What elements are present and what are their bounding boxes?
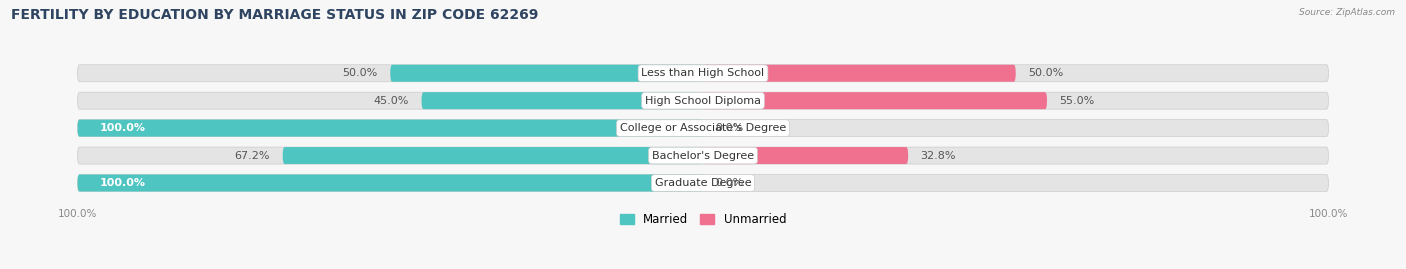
FancyBboxPatch shape — [422, 92, 703, 109]
Text: 100.0%: 100.0% — [100, 178, 145, 188]
Text: 50.0%: 50.0% — [1028, 68, 1063, 78]
FancyBboxPatch shape — [77, 92, 1329, 109]
FancyBboxPatch shape — [391, 65, 703, 82]
FancyBboxPatch shape — [77, 147, 1329, 164]
Text: 32.8%: 32.8% — [921, 151, 956, 161]
Text: 0.0%: 0.0% — [716, 178, 744, 188]
Text: 55.0%: 55.0% — [1060, 96, 1095, 106]
Text: 0.0%: 0.0% — [716, 123, 744, 133]
Text: College or Associate's Degree: College or Associate's Degree — [620, 123, 786, 133]
Text: High School Diploma: High School Diploma — [645, 96, 761, 106]
Text: Source: ZipAtlas.com: Source: ZipAtlas.com — [1299, 8, 1395, 17]
FancyBboxPatch shape — [77, 65, 1329, 82]
Text: FERTILITY BY EDUCATION BY MARRIAGE STATUS IN ZIP CODE 62269: FERTILITY BY EDUCATION BY MARRIAGE STATU… — [11, 8, 538, 22]
Text: 50.0%: 50.0% — [343, 68, 378, 78]
Text: Less than High School: Less than High School — [641, 68, 765, 78]
FancyBboxPatch shape — [77, 120, 703, 137]
FancyBboxPatch shape — [703, 92, 1047, 109]
Text: 67.2%: 67.2% — [235, 151, 270, 161]
Text: 100.0%: 100.0% — [100, 123, 145, 133]
Legend: Married, Unmarried: Married, Unmarried — [614, 208, 792, 231]
Text: Graduate Degree: Graduate Degree — [655, 178, 751, 188]
FancyBboxPatch shape — [283, 147, 703, 164]
Text: 45.0%: 45.0% — [374, 96, 409, 106]
FancyBboxPatch shape — [77, 120, 1329, 137]
FancyBboxPatch shape — [77, 175, 703, 192]
FancyBboxPatch shape — [77, 175, 1329, 192]
Text: Bachelor's Degree: Bachelor's Degree — [652, 151, 754, 161]
FancyBboxPatch shape — [703, 65, 1015, 82]
FancyBboxPatch shape — [703, 147, 908, 164]
